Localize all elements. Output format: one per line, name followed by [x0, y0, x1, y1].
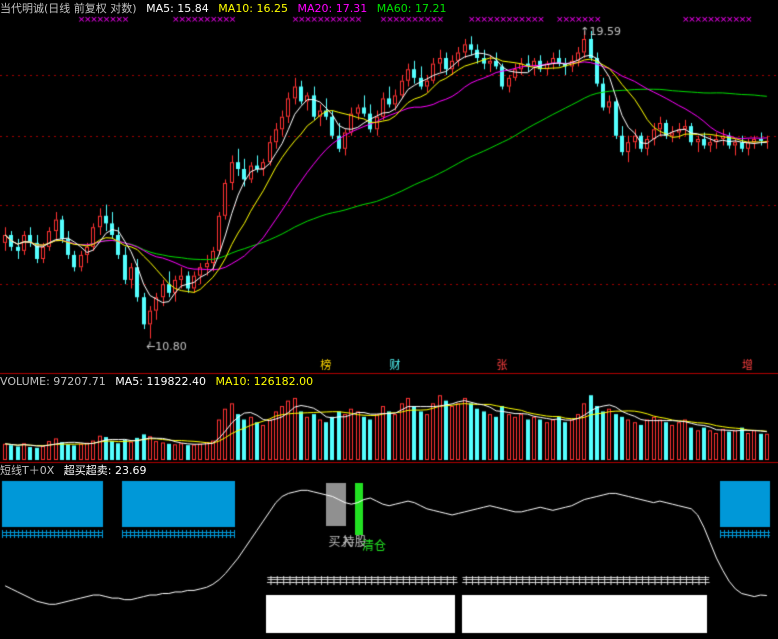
chart-title: 当代明诚(日线 前复权 对数) [0, 2, 137, 15]
ma5-label: MA5: 15.84 [146, 2, 209, 15]
volume-panel-header: VOLUME: 97207.71 MA5: 119822.40 MA10: 12… [0, 375, 319, 389]
indicator-value-label: 超买超卖: 23.69 [63, 464, 147, 477]
ma60-label: MA60: 17.21 [376, 2, 447, 15]
ma20-label: MA20: 17.31 [297, 2, 368, 15]
indicator-name-label: 短线T＋0X [0, 464, 55, 477]
volume-ma10-label: MA10: 126182.00 [215, 375, 314, 388]
volume-ma5-label: MA5: 119822.40 [115, 375, 206, 388]
indicator-panel-header: 短线T＋0X 超买超卖: 23.69 [0, 464, 152, 478]
price-panel-header: 当代明诚(日线 前复权 对数) MA5: 15.84 MA10: 16.25 M… [0, 2, 452, 16]
ma10-label: MA10: 16.25 [218, 2, 289, 15]
volume-label: VOLUME: 97207.71 [0, 375, 106, 388]
